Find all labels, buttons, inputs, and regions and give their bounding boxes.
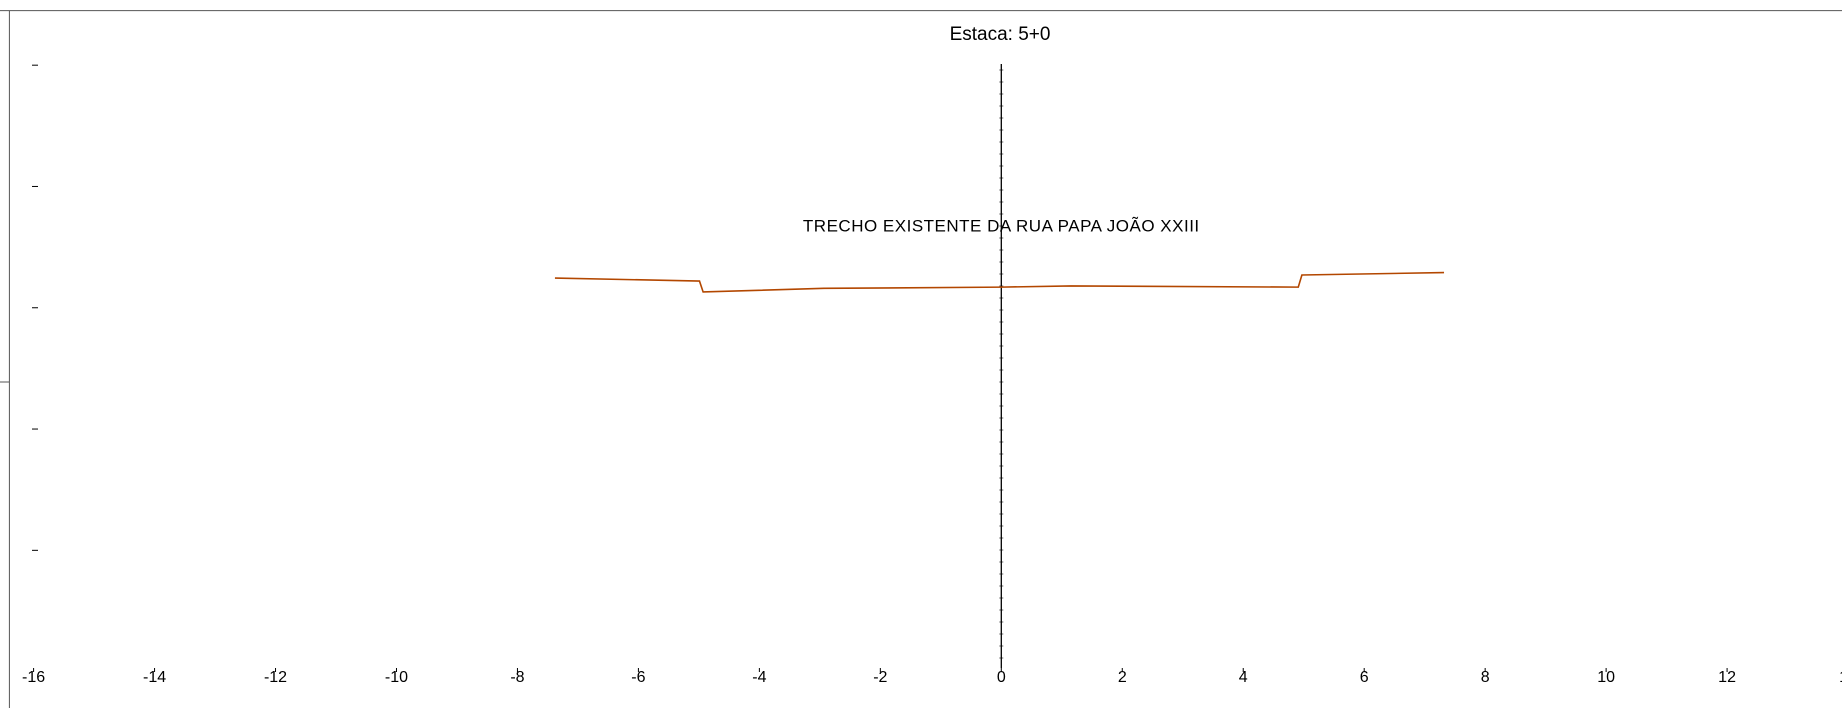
x-tick-label: -14 [143, 669, 166, 686]
x-tick-label: -4 [752, 669, 766, 686]
x-tick-label: -16 [22, 669, 45, 686]
x-tick-label: -6 [631, 669, 645, 686]
x-tick-label: 0 [997, 669, 1006, 686]
x-tick-label: 10 [1597, 669, 1615, 686]
x-tick-label: 4 [1239, 669, 1248, 686]
x-tick-label: 6 [1360, 669, 1369, 686]
x-tick-label: 12 [1718, 669, 1736, 686]
x-tick-label: -10 [385, 669, 408, 686]
x-tick-label: -12 [264, 669, 287, 686]
x-tick-label: 2 [1118, 669, 1127, 686]
x-tick-label: 14 [1839, 669, 1842, 686]
x-tick-label: -2 [873, 669, 887, 686]
chart-title: Estaca: 5+0 [950, 24, 1051, 45]
annotation: TRECHO EXISTENTE DA RUA PAPA JOÃO XXIII [803, 216, 1200, 235]
profile-line [554, 271, 1445, 293]
x-tick-label: -8 [510, 669, 524, 686]
x-tick-label: 8 [1481, 669, 1490, 686]
